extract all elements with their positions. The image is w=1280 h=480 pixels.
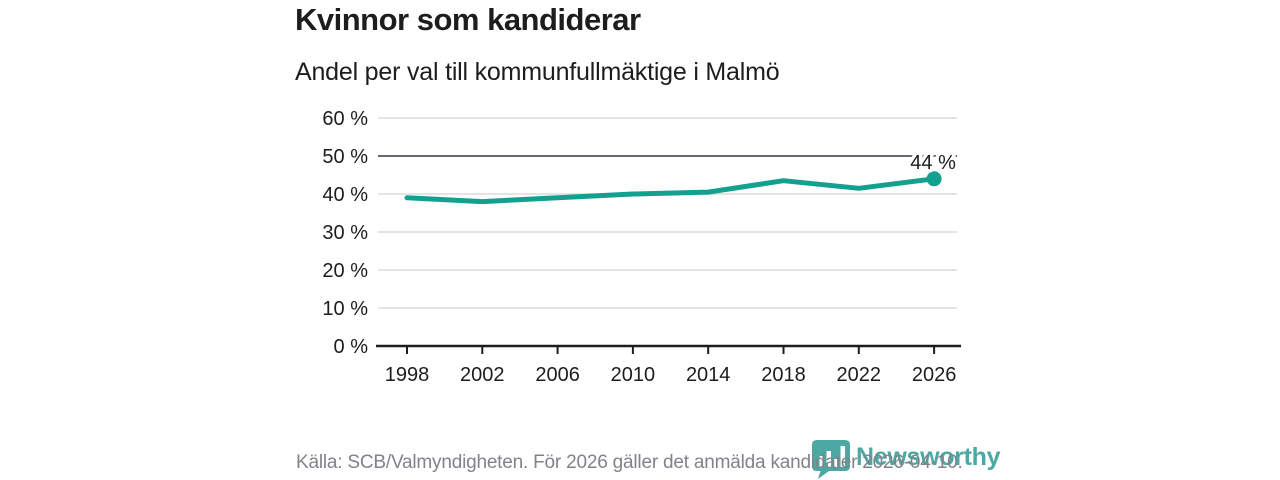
line-chart-svg: 0 % 10 % 20 % 30 % 40 % 50 % 60 % 1998 2002 2006 2… — [322, 108, 961, 386]
y-axis-tick-label: 40 % — [322, 184, 368, 206]
y-axis-tick-label: 30 % — [322, 222, 368, 244]
x-axis-tick-label: 2002 — [460, 364, 505, 386]
chart-title: Kvinnor som kandiderar — [295, 2, 641, 37]
x-axis-tick-label: 1998 — [385, 364, 430, 386]
footer: Newsworthy Källa: SCB/Valmyndigheten. Fö… — [0, 438, 1280, 480]
x-axis-tick-label: 2014 — [686, 364, 731, 386]
x-axis-tick-label: 2018 — [761, 364, 806, 386]
y-axis-tick-label: 50 % — [322, 146, 368, 168]
y-axis-tick-label: 20 % — [322, 260, 368, 282]
x-axis-tick-label: 2022 — [837, 364, 882, 386]
data-line — [404, 176, 937, 205]
chart-subtitle: Andel per val till kommunfullmäktige i M… — [295, 58, 780, 86]
line-chart: 0 % 10 % 20 % 30 % 40 % 50 % 60 % 1998 2002 2006 2… — [290, 100, 980, 400]
x-axis-tick-label: 2026 — [912, 364, 957, 386]
end-point-value-label: 44 % — [910, 152, 956, 174]
y-axis-tick-label: 60 % — [322, 108, 368, 130]
y-axis-tick-label: 10 % — [322, 298, 368, 320]
newsworthy-logo: Newsworthy — [811, 439, 1001, 480]
end-point-dot — [926, 171, 942, 187]
x-axis-tick-label: 2006 — [535, 364, 580, 386]
newsworthy-logo-text: Newsworthy — [856, 443, 1001, 471]
x-axis-tick-label: 2010 — [611, 364, 656, 386]
newsworthy-chart-bubble-icon — [812, 440, 850, 479]
source-note: Källa: SCB/Valmyndigheten. För 2026 gäll… — [296, 452, 963, 473]
y-axis-tick-label: 0 % — [334, 336, 369, 358]
